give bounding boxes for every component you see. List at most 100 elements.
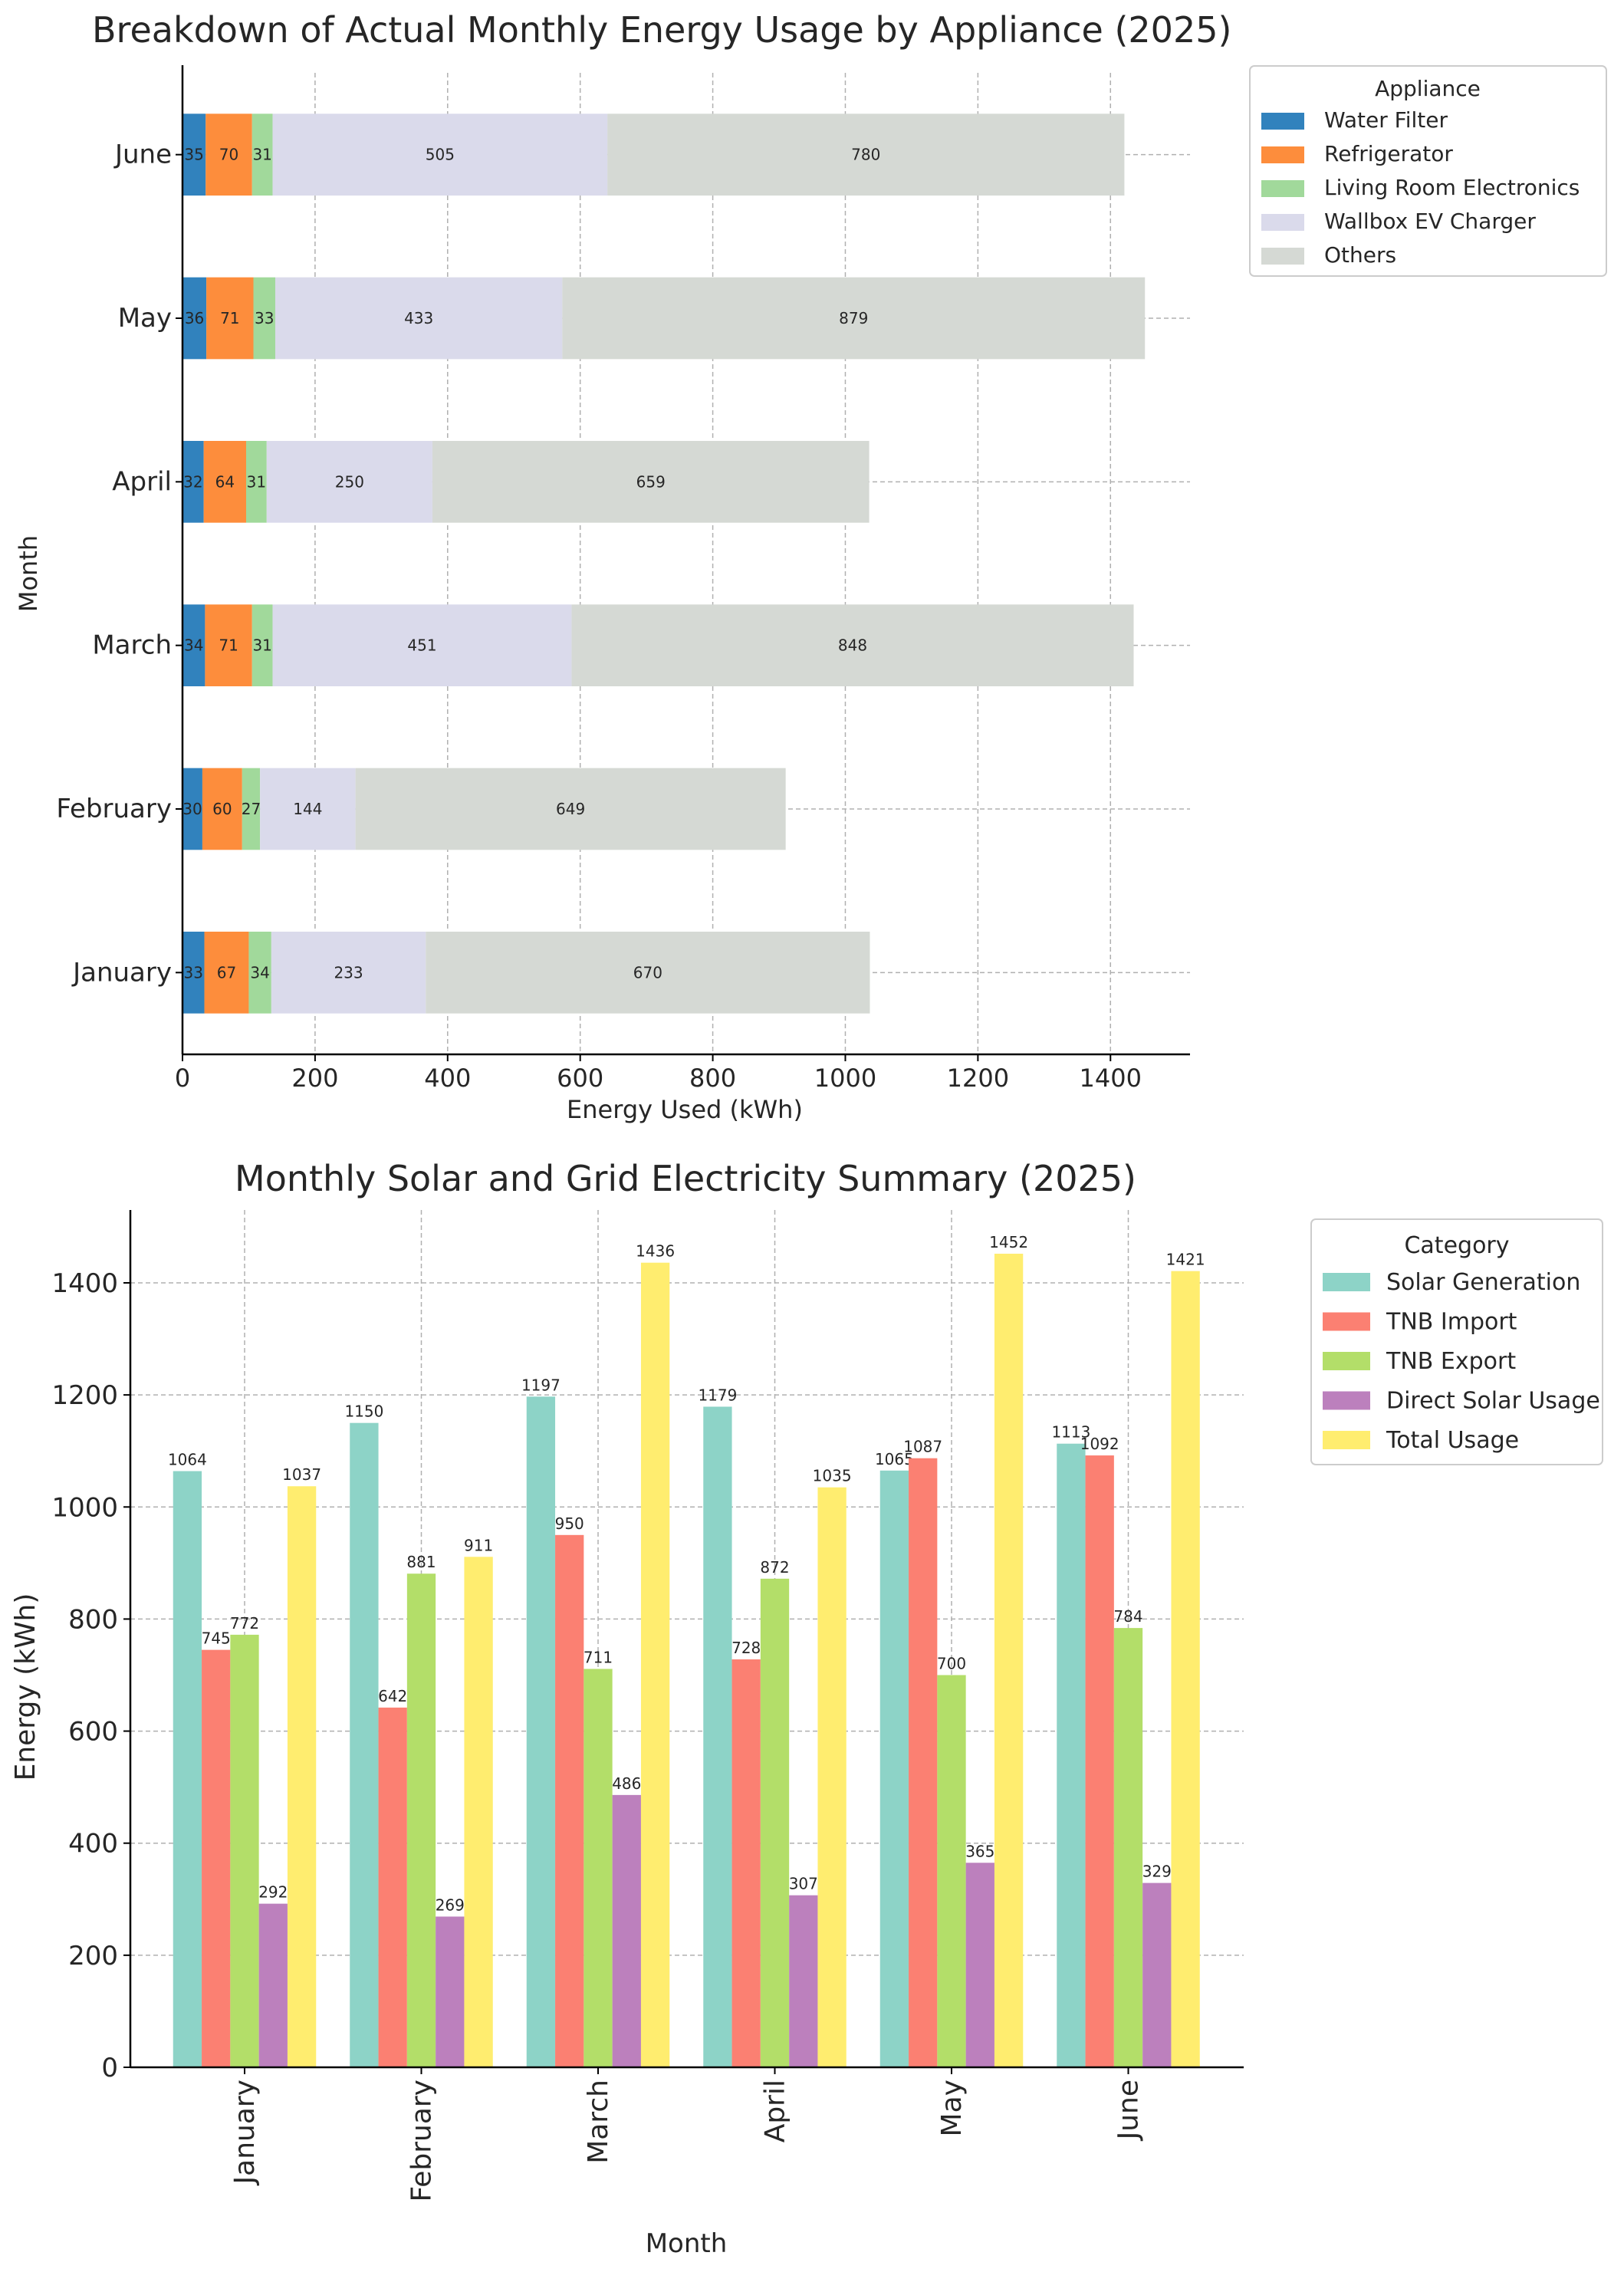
chart1-bar-label: 67 (217, 963, 236, 982)
chart2-bar-label: 642 (378, 1687, 407, 1705)
chart1-x-tick-label: 600 (557, 1064, 603, 1093)
chart1-bar-water-filter-january (182, 932, 205, 1014)
chart1-bar-others-january (426, 932, 870, 1014)
chart1-bar-wallbox-ev-charger-january (271, 932, 426, 1014)
chart2-bar-tnb-import-february (378, 1707, 407, 2067)
chart2-bar-tnb-import-january (202, 1649, 231, 2067)
chart2-y-tick-label: 1000 (51, 1492, 118, 1523)
chart1-bar-label: 36 (185, 309, 204, 327)
chart2-bar-label: 1113 (1051, 1423, 1090, 1442)
chart2-y-tick-label: 1400 (51, 1268, 118, 1299)
chart1-bar-label: 659 (636, 472, 666, 491)
chart2-bar-label: 292 (258, 1883, 288, 1902)
chart1-bar-refrigerator-may (206, 277, 254, 360)
chart1-bar-label: 70 (219, 146, 238, 164)
chart2-bar-label: 881 (406, 1553, 436, 1571)
chart1-bar-label: 31 (247, 472, 266, 491)
chart1-bar-refrigerator-march (205, 604, 252, 686)
chart2-bar-solar-generation-february (350, 1422, 379, 2067)
chart2-x-tick-label: April (760, 2080, 791, 2142)
chart1-legend-swatch-refrigerator (1261, 146, 1304, 163)
chart2-y-tick-label: 1200 (51, 1380, 118, 1411)
chart1-bar-wallbox-ev-charger-may (275, 277, 563, 360)
chart2-bar-label: 1037 (282, 1465, 321, 1484)
chart2-bar-direct-solar-usage-january (258, 1903, 288, 2067)
chart1-bar-label: 505 (426, 146, 455, 164)
chart1-bar-living-room-electronics-february (242, 768, 261, 850)
chart2-legend-title: Category (1404, 1232, 1509, 1259)
chart1-bar-wallbox-ev-charger-june (272, 113, 608, 196)
chart2-bar-total-usage-january (287, 1486, 317, 2067)
chart1-plot: 33 67 34 233 670 30 60 27 144 649 34 71 31 451 848 32 64… (56, 65, 1190, 1093)
chart2-x-tick-label: March (583, 2080, 614, 2164)
chart2-bar-label: 269 (436, 1896, 465, 1914)
chart1-title: Breakdown of Actual Monthly Energy Usage… (92, 9, 1231, 51)
chart1-y-tick-label: January (71, 957, 172, 988)
chart2-legend-label: TNB Export (1386, 1348, 1516, 1375)
chart1-bar-others-february (355, 768, 786, 850)
chart1-bar-label: 71 (220, 309, 239, 327)
chart2-bar-direct-solar-usage-april (789, 1895, 818, 2067)
chart1-legend-swatch-others (1261, 248, 1304, 265)
chart1-x-tick-label: 0 (175, 1064, 190, 1093)
chart1-legend-label: Water Filter (1324, 107, 1448, 133)
chart2-legend-swatch-direct-solar-usage (1323, 1391, 1370, 1410)
chart1-legend-frame (1249, 65, 1607, 277)
chart1-legend-label: Others (1324, 242, 1396, 268)
chart1-bar-water-filter-june (182, 113, 206, 196)
chart1-x-tick-label: 1200 (947, 1064, 1009, 1093)
chart2-bar-label: 1452 (989, 1233, 1028, 1251)
chart1-y-tick-label: February (56, 794, 172, 824)
chart2-legend-label: Solar Generation (1386, 1269, 1580, 1296)
chart2-bar-label: 1092 (1080, 1435, 1119, 1453)
chart1-bar-living-room-electronics-june (251, 113, 273, 196)
chart1-bar-wallbox-ev-charger-march (272, 604, 572, 686)
chart1-y-tick-label: May (118, 303, 172, 334)
chart1-bar-water-filter-april (182, 441, 204, 523)
chart1-bar-label: 35 (184, 146, 203, 164)
chart1-legend-label: Wallbox EV Charger (1324, 209, 1536, 234)
chart1-bar-label: 233 (334, 963, 363, 982)
chart2-bar-direct-solar-usage-march (612, 1794, 641, 2067)
chart2-bar-total-usage-june (1171, 1271, 1200, 2067)
chart2-bar-solar-generation-march (526, 1396, 556, 2067)
chart2-bar-tnb-export-january (230, 1634, 259, 2067)
chart1-y-axis-label: Month (14, 535, 43, 612)
chart1-x-tick-label: 1000 (814, 1064, 876, 1093)
chart2-bar-label: 1087 (903, 1438, 942, 1456)
chart2-bar-tnb-export-june (1113, 1628, 1143, 2067)
chart1-bar-label: 848 (838, 636, 867, 655)
chart2-bar-total-usage-february (464, 1557, 493, 2067)
chart1-bar-label: 32 (183, 472, 202, 491)
chart2-bar-tnb-import-march (555, 1534, 584, 2067)
chart2-bar-label: 711 (584, 1648, 613, 1666)
chart1-bar-living-room-electronics-april (245, 441, 267, 523)
chart1-legend-items: Water Filter Refrigerator Living Room Elec… (1261, 107, 1580, 268)
chart2-legend-label: Direct Solar Usage (1386, 1388, 1600, 1415)
chart2-y-tick-label: 800 (68, 1604, 118, 1635)
chart1-legend-title: Appliance (1375, 76, 1481, 101)
chart2-bar-label: 745 (202, 1629, 231, 1648)
chart1-x-axis-label: Energy Used (kWh) (567, 1095, 803, 1124)
chart2-bar-solar-generation-january (173, 1471, 202, 2067)
chart2-y-tick-label: 600 (68, 1717, 118, 1748)
chart2-x-axis-label: Month (646, 2228, 728, 2259)
chart2-bar-label: 772 (230, 1614, 259, 1633)
chart1-bar-label: 670 (633, 963, 662, 982)
chart1-bar-label: 451 (407, 636, 436, 655)
chart2-bar-direct-solar-usage-june (1142, 1882, 1172, 2067)
chart1-bar-label: 780 (851, 146, 880, 164)
chart1-bar-label: 33 (184, 963, 203, 982)
chart1-bar-living-room-electronics-january (248, 932, 271, 1014)
chart1-bar-wallbox-ev-charger-february (260, 768, 356, 850)
chart2-bar-solar-generation-may (879, 1470, 909, 2067)
chart1-bar-label: 33 (255, 309, 274, 327)
chart1-x-tick-label: 200 (291, 1064, 338, 1093)
chart1-bar-refrigerator-june (205, 113, 252, 196)
chart2-title: Monthly Solar and Grid Electricity Summa… (235, 1158, 1136, 1199)
chart2-bar-solar-generation-june (1057, 1443, 1086, 2067)
chart2-y-tick-label: 400 (68, 1829, 118, 1859)
chart1-bar-water-filter-may (182, 277, 207, 360)
chart2-bar-total-usage-march (640, 1262, 670, 2067)
